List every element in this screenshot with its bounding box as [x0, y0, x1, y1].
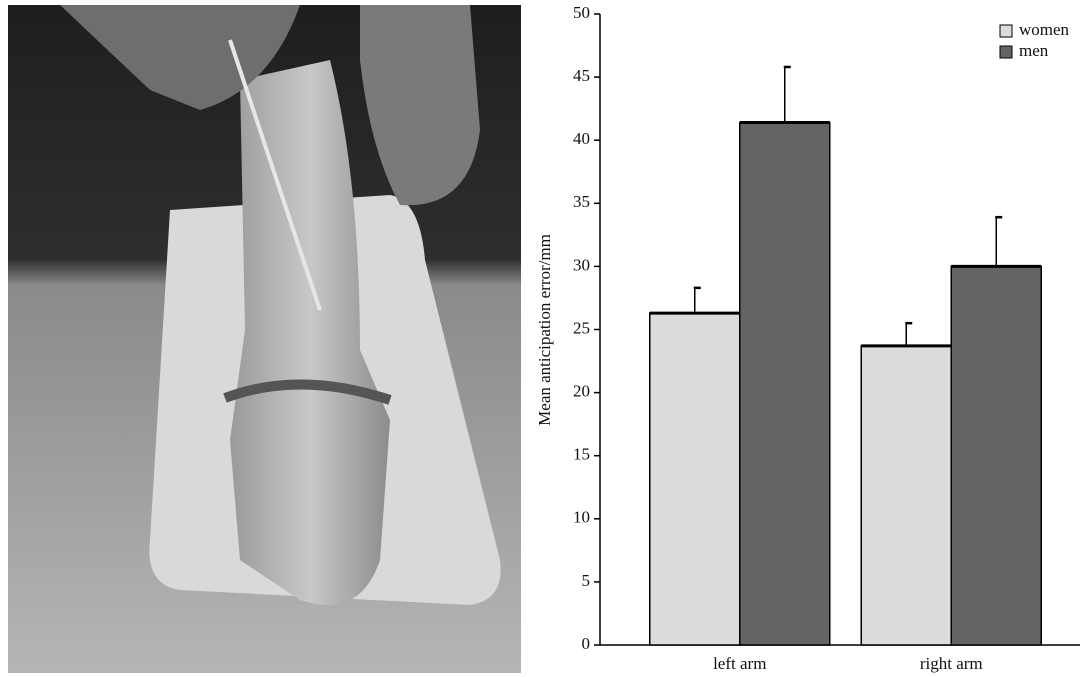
legend-swatch: [1000, 46, 1012, 58]
x-tick-label: left arm: [713, 654, 766, 673]
y-tick-label: 15: [573, 445, 590, 464]
y-tick-label: 35: [573, 192, 590, 211]
bar: [650, 313, 740, 645]
photo: [8, 5, 521, 673]
y-tick-label: 30: [573, 255, 590, 274]
bar: [740, 123, 830, 645]
y-tick-label: 0: [582, 634, 591, 653]
bar: [951, 266, 1041, 645]
y-tick-label: 45: [573, 66, 590, 85]
legend-label: women: [1019, 20, 1070, 39]
y-tick-label: 40: [573, 129, 590, 148]
legend-swatch: [1000, 25, 1012, 37]
y-tick-label: 50: [573, 3, 590, 22]
y-tick-label: 5: [582, 571, 591, 590]
y-axis-label: Mean anticipation error/mm: [535, 234, 554, 426]
legend-label: men: [1019, 41, 1049, 60]
y-tick-label: 25: [573, 318, 590, 337]
y-tick-label: 20: [573, 382, 590, 401]
figure: Mean anticipation error/mm 0 5 10 15 20 25 30 3…: [0, 0, 1083, 677]
y-tick-label: 10: [573, 508, 590, 527]
bar: [861, 346, 951, 645]
x-tick-label: right arm: [920, 654, 983, 673]
